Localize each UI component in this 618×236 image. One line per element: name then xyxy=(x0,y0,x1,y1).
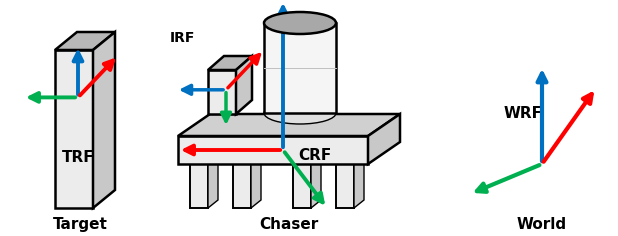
Polygon shape xyxy=(190,164,208,208)
Polygon shape xyxy=(236,56,252,114)
Polygon shape xyxy=(293,164,311,208)
Polygon shape xyxy=(55,32,115,50)
Polygon shape xyxy=(178,136,368,164)
Polygon shape xyxy=(368,114,400,164)
Polygon shape xyxy=(233,164,251,208)
Polygon shape xyxy=(55,50,93,208)
Ellipse shape xyxy=(264,12,336,34)
Polygon shape xyxy=(208,156,218,208)
Text: Chaser: Chaser xyxy=(260,217,319,232)
Text: IRF: IRF xyxy=(170,31,195,45)
Polygon shape xyxy=(264,23,336,113)
Polygon shape xyxy=(354,156,364,208)
Polygon shape xyxy=(208,70,236,114)
Ellipse shape xyxy=(264,102,336,124)
Text: Target: Target xyxy=(53,217,108,232)
Text: World: World xyxy=(517,217,567,232)
Text: WRF: WRF xyxy=(504,106,543,122)
Polygon shape xyxy=(311,156,321,208)
Polygon shape xyxy=(208,56,252,70)
Polygon shape xyxy=(336,164,354,208)
Polygon shape xyxy=(251,156,261,208)
Text: CRF: CRF xyxy=(298,148,331,163)
Text: TRF: TRF xyxy=(62,150,95,165)
Polygon shape xyxy=(93,32,115,208)
Polygon shape xyxy=(178,114,400,136)
